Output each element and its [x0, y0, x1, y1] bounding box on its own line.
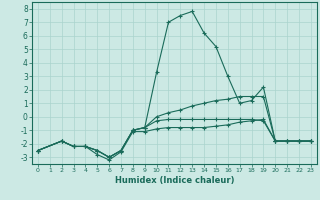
X-axis label: Humidex (Indice chaleur): Humidex (Indice chaleur) — [115, 176, 234, 185]
